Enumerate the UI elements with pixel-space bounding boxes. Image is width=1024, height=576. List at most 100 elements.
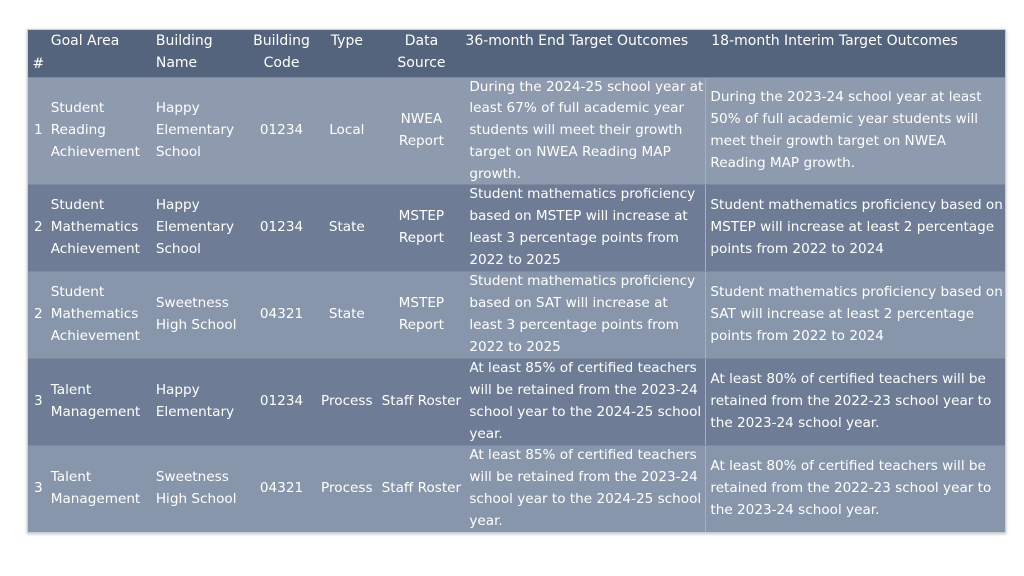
type-cell: Process — [314, 359, 379, 445]
end-target-cell: At least 85% of certified teachers will … — [463, 446, 705, 532]
building-code-cell-text: 01234 — [259, 393, 304, 410]
type-cell: State — [314, 185, 379, 271]
row-number-text: 2 — [34, 306, 43, 323]
row-number: 2 — [28, 272, 49, 358]
header-number-label: # — [32, 56, 45, 72]
goal-area-cell: Talent Management — [49, 359, 156, 445]
type-cell: State — [314, 272, 379, 358]
header-end-target-label: 36-month End Target Outcomes — [465, 33, 689, 49]
data-source-cell: NWEA Report — [379, 78, 463, 184]
row-number: 3 — [28, 446, 49, 532]
header-end-target: 36-month End Target Outcomes — [463, 30, 705, 77]
interim-target-cell: Student mathematics proficiency based on… — [705, 185, 1005, 271]
data-source-cell: MSTEP Report — [379, 272, 463, 358]
interim-target-cell-text: At least 80% of certified teachers will … — [710, 371, 992, 431]
end-target-cell-text: At least 85% of certified teachers will … — [469, 447, 702, 529]
building-name-cell-text: Sweetness High School — [155, 469, 237, 507]
row-number-text: 1 — [34, 122, 43, 139]
header-building-name-label: Building Name — [155, 33, 213, 71]
row-number-text: 2 — [34, 219, 43, 236]
row-number: 3 — [28, 359, 49, 445]
data-source-cell: Staff Roster — [379, 446, 463, 532]
header-interim-target-label: 18-month Interim Target Outcomes — [711, 33, 958, 49]
goal-area-cell: Talent Management — [49, 446, 156, 532]
end-target-cell-text: During the 2024-25 school year at least … — [469, 78, 704, 182]
building-name-cell-text: Happy Elementary School — [155, 197, 235, 257]
building-name-cell: Happy Elementary School — [156, 78, 249, 184]
table-row: 2 Student Mathematics Achievement Sweetnes… — [28, 271, 1005, 358]
end-target-cell: At least 85% of certified teachers will … — [463, 359, 705, 445]
goal-area-cell: Student Reading Achievement — [49, 78, 156, 184]
data-source-cell: Staff Roster — [379, 359, 463, 445]
header-building-code-label: Building Code — [253, 33, 310, 71]
building-code-cell: 04321 — [249, 446, 314, 532]
header-number: # — [28, 30, 49, 77]
row-number-text: 3 — [34, 480, 43, 497]
end-target-cell-text: Student mathematics proficiency based on… — [469, 273, 696, 355]
row-number: 1 — [28, 78, 49, 184]
data-source-cell-text: NWEA Report — [398, 111, 444, 149]
table-row: 2 Student Mathematics Achievement Happy El… — [28, 184, 1005, 271]
building-name-cell-text: Sweetness High School — [155, 295, 237, 333]
building-code-cell-text: 04321 — [259, 480, 304, 497]
table-row: 1 Student Reading Achievement Happy Elemen… — [28, 77, 1005, 184]
header-goal-area: Goal Area — [49, 30, 156, 77]
building-code-cell-text: 01234 — [259, 219, 304, 236]
building-name-cell-text: Happy Elementary School — [155, 100, 235, 160]
end-target-cell: Student mathematics proficiency based on… — [463, 272, 705, 358]
goal-area-cell: Student Mathematics Achievement — [49, 272, 156, 358]
building-code-cell-text: 04321 — [259, 306, 304, 323]
table-row: 3 Talent Management Happy Elementary 01234 P… — [28, 358, 1005, 445]
interim-target-cell: Student mathematics proficiency based on… — [705, 272, 1005, 358]
goal-area-cell-text: Talent Management — [50, 469, 141, 507]
end-target-cell: During the 2024-25 school year at least … — [463, 78, 705, 184]
table-row: 3 Talent Management Sweetness High School 0… — [28, 445, 1005, 532]
data-source-cell-text: Staff Roster — [381, 393, 462, 410]
goals-table: # Goal Area Building Name Building Code … — [27, 29, 1006, 533]
data-source-cell-text: MSTEP Report — [398, 208, 445, 246]
goal-area-cell-text: Talent Management — [50, 382, 141, 420]
header-goal-area-label: Goal Area — [50, 33, 120, 49]
type-cell-text: State — [328, 306, 365, 323]
end-target-cell: Student mathematics proficiency based on… — [463, 185, 705, 271]
interim-target-cell-text: Student mathematics proficiency based on… — [710, 197, 1003, 257]
type-cell-text: Local — [329, 122, 365, 139]
row-number: 2 — [28, 185, 49, 271]
interim-target-cell: During the 2023-24 school year at least … — [705, 78, 1005, 184]
type-cell-text: State — [328, 219, 365, 236]
goal-area-cell: Student Mathematics Achievement — [49, 185, 156, 271]
type-cell: Local — [314, 78, 379, 184]
building-name-cell: Sweetness High School — [156, 272, 249, 358]
goal-area-cell-text: Student Reading Achievement — [50, 100, 140, 160]
table-header-row: # Goal Area Building Name Building Code … — [28, 30, 1005, 77]
interim-target-cell-text: During the 2023-24 school year at least … — [710, 89, 982, 171]
header-interim-target: 18-month Interim Target Outcomes — [705, 30, 1005, 77]
building-name-cell-text: Happy Elementary — [155, 382, 235, 420]
data-source-cell-text: Staff Roster — [381, 480, 462, 497]
building-name-cell: Sweetness High School — [156, 446, 249, 532]
type-cell-text: Process — [321, 393, 373, 410]
building-code-cell: 04321 — [249, 272, 314, 358]
goal-area-cell-text: Student Mathematics Achievement — [50, 284, 140, 344]
end-target-cell-text: Student mathematics proficiency based on… — [469, 186, 696, 268]
goal-area-cell-text: Student Mathematics Achievement — [50, 197, 140, 257]
interim-target-cell: At least 80% of certified teachers will … — [705, 359, 1005, 445]
header-building-code: Building Code — [249, 30, 314, 77]
building-code-cell: 01234 — [249, 359, 314, 445]
type-cell: Process — [314, 446, 379, 532]
interim-target-cell-text: At least 80% of certified teachers will … — [710, 458, 992, 518]
building-name-cell: Happy Elementary School — [156, 185, 249, 271]
interim-target-cell: At least 80% of certified teachers will … — [705, 446, 1005, 532]
building-code-cell: 01234 — [249, 185, 314, 271]
header-type-label: Type — [330, 33, 363, 49]
row-number-text: 3 — [34, 393, 43, 410]
header-data-source: Data Source & Evidence — [380, 30, 464, 77]
header-type: Type — [314, 30, 379, 77]
data-source-cell: MSTEP Report — [379, 185, 463, 271]
header-building-name: Building Name — [156, 30, 249, 77]
building-code-cell-text: 01234 — [259, 122, 304, 139]
type-cell-text: Process — [321, 480, 373, 497]
building-name-cell: Happy Elementary — [156, 359, 249, 445]
data-source-cell-text: MSTEP Report — [398, 295, 445, 333]
interim-target-cell-text: Student mathematics proficiency based on… — [710, 284, 1003, 344]
